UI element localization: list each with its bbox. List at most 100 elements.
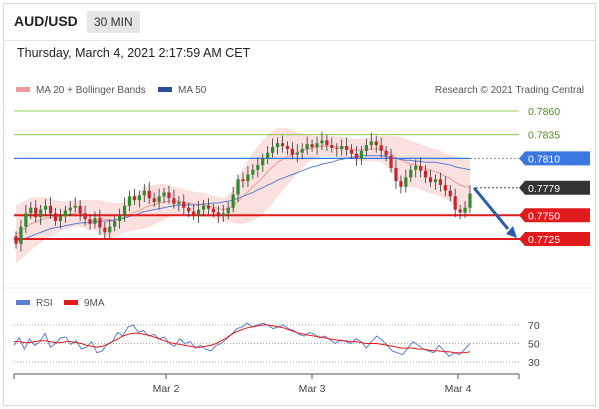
ma20-legend-swatch bbox=[16, 87, 30, 92]
candle-body bbox=[147, 190, 151, 199]
candle-body bbox=[399, 181, 403, 187]
candle-body bbox=[419, 165, 423, 171]
level-label-0.7750: 0.7750 bbox=[528, 210, 560, 222]
candle-body bbox=[39, 209, 43, 218]
candle-body bbox=[157, 196, 161, 203]
rsi-legend-swatch bbox=[16, 300, 30, 305]
forecast-arrow bbox=[472, 186, 510, 230]
price-panel: 0.7860 0.7835 0.7810 0.7779 0.7750 0.7725 bbox=[14, 106, 590, 263]
currency-pair-title: AUD/USD bbox=[14, 13, 78, 29]
candle-body bbox=[345, 146, 349, 150]
candle-body bbox=[453, 196, 457, 210]
candle-body bbox=[29, 207, 33, 214]
candle-body bbox=[414, 165, 418, 170]
candle-body bbox=[374, 141, 378, 146]
rsi-line bbox=[13, 322, 471, 358]
candle-body bbox=[300, 148, 304, 153]
forecast-arrow-head bbox=[506, 226, 517, 238]
candle-body bbox=[201, 205, 206, 210]
candle-body bbox=[246, 174, 250, 182]
candle-body bbox=[409, 169, 413, 178]
candle-body bbox=[172, 198, 176, 204]
candle-body bbox=[271, 147, 275, 153]
candle-body bbox=[68, 207, 72, 211]
candle-body bbox=[354, 153, 359, 159]
candle-body bbox=[221, 213, 225, 216]
candle-body bbox=[206, 205, 211, 209]
candle-body bbox=[83, 213, 87, 220]
candle-body bbox=[78, 205, 82, 214]
candle-body bbox=[73, 205, 77, 208]
ma50-legend-label: MA 50 bbox=[178, 85, 207, 96]
candle-body bbox=[379, 145, 383, 151]
candle-body bbox=[152, 198, 156, 203]
candle-body bbox=[122, 205, 127, 216]
candle-body bbox=[132, 196, 137, 201]
candle-body bbox=[458, 209, 462, 213]
rsi-tick-label-70: 70 bbox=[528, 320, 540, 332]
candle-body bbox=[423, 170, 428, 178]
candle-body bbox=[53, 213, 58, 221]
candle-body bbox=[261, 158, 265, 166]
candle-body bbox=[428, 177, 433, 183]
bollinger-band bbox=[16, 128, 470, 263]
candle-body bbox=[310, 144, 314, 148]
candle-body bbox=[98, 218, 102, 228]
timestamp: Thursday, March 4, 2021 2:17:59 AM CET bbox=[17, 46, 251, 60]
candle-body bbox=[34, 207, 38, 218]
candle-body bbox=[187, 207, 191, 212]
candle-body bbox=[384, 150, 388, 156]
candle-body bbox=[137, 195, 141, 201]
level-badge-0.7810 bbox=[519, 151, 590, 166]
candle-body bbox=[58, 216, 63, 221]
x-axis: Mar 2 Mar 3 Mar 4 bbox=[13, 373, 520, 395]
rsi-legend: RSI 9MA bbox=[16, 298, 105, 309]
candle-body bbox=[325, 140, 329, 146]
candle-body bbox=[369, 141, 373, 146]
rsi-legend-label: RSI bbox=[36, 298, 53, 309]
candle-body bbox=[118, 215, 122, 221]
timeframe-badge[interactable]: 30 MIN bbox=[87, 11, 140, 33]
candle-body bbox=[251, 169, 255, 175]
level-badge-0.7779 bbox=[519, 180, 590, 195]
candle-body bbox=[113, 220, 117, 227]
candle-body bbox=[14, 236, 18, 244]
candle-body bbox=[63, 210, 67, 217]
candle-body bbox=[103, 227, 107, 233]
candle-body bbox=[211, 208, 215, 213]
ma9-legend-label: 9MA bbox=[84, 298, 105, 309]
candle-body bbox=[340, 146, 344, 149]
candle-body bbox=[24, 213, 28, 227]
candle-body bbox=[275, 143, 280, 148]
candle-body bbox=[88, 219, 92, 224]
ma20-legend-label: MA 20 + Bollinger Bands bbox=[36, 85, 146, 96]
level-label-0.7779: 0.7779 bbox=[528, 183, 560, 195]
candle-body bbox=[236, 179, 240, 195]
candle-body bbox=[448, 190, 452, 197]
candle-body bbox=[463, 207, 467, 213]
ma50-legend-swatch bbox=[158, 87, 172, 92]
candle-body bbox=[192, 211, 196, 216]
level-badge-0.7725 bbox=[519, 232, 590, 246]
candle-body bbox=[438, 179, 442, 185]
x-tick-label: Mar 4 bbox=[445, 383, 472, 395]
candle-body bbox=[295, 152, 299, 155]
price-legend: MA 20 + Bollinger Bands MA 50 Research ©… bbox=[16, 85, 584, 96]
candle-body bbox=[389, 155, 393, 168]
rsi-tick-label-30: 30 bbox=[528, 357, 540, 369]
candle-body bbox=[335, 147, 339, 149]
candle-body bbox=[226, 207, 230, 214]
rsi-panel: 70 50 30 bbox=[13, 320, 540, 369]
candle-body bbox=[266, 152, 270, 159]
candle-body bbox=[241, 179, 245, 182]
candle-body bbox=[280, 143, 285, 147]
candle-body bbox=[320, 140, 324, 144]
header-bar: AUD/USD 30 MIN bbox=[4, 4, 595, 41]
rsi-tick-label-50: 50 bbox=[528, 339, 540, 351]
level-label-0.7860: 0.7860 bbox=[528, 106, 560, 118]
candle-body bbox=[305, 144, 309, 149]
candle-body bbox=[468, 193, 472, 208]
candle-body bbox=[182, 202, 186, 208]
candles bbox=[14, 131, 472, 252]
